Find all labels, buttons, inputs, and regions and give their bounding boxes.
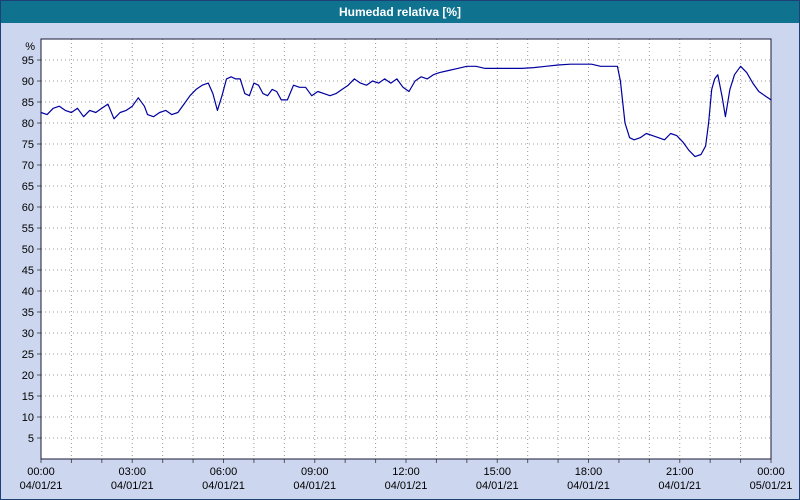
svg-text:06:00: 06:00 bbox=[210, 466, 238, 478]
svg-text:04/01/21: 04/01/21 bbox=[111, 480, 154, 492]
svg-text:15:00: 15:00 bbox=[483, 466, 511, 478]
svg-text:09:00: 09:00 bbox=[301, 466, 329, 478]
svg-text:5: 5 bbox=[28, 433, 34, 445]
svg-text:21:00: 21:00 bbox=[666, 466, 694, 478]
axis-ticks bbox=[37, 59, 772, 463]
y-axis-unit-label: % bbox=[25, 41, 35, 53]
svg-text:00:00: 00:00 bbox=[27, 466, 55, 478]
svg-text:04/01/21: 04/01/21 bbox=[385, 480, 428, 492]
svg-text:45: 45 bbox=[22, 265, 34, 277]
svg-text:20: 20 bbox=[22, 370, 34, 382]
svg-text:18:00: 18:00 bbox=[575, 466, 603, 478]
humidity-line-chart: % 5 10 15 20 25 30 35 40 45 50 55 60 65 70 75 80 85 90 95 00… bbox=[20, 38, 793, 492]
svg-text:60: 60 bbox=[22, 202, 34, 214]
svg-text:04/01/21: 04/01/21 bbox=[567, 480, 610, 492]
titlebar: Humedad relativa [%] bbox=[1, 1, 799, 23]
y-tick-labels: 5 10 15 20 25 30 35 40 45 50 55 60 65 70 75 80 85 90 95 bbox=[22, 55, 34, 445]
gridlines bbox=[41, 39, 771, 459]
svg-text:04/01/21: 04/01/21 bbox=[293, 480, 336, 492]
svg-text:04/01/21: 04/01/21 bbox=[658, 480, 701, 492]
svg-text:00:00: 00:00 bbox=[757, 466, 785, 478]
chart-area: % 5 10 15 20 25 30 35 40 45 50 55 60 65 70 75 80 85 90 95 00… bbox=[1, 23, 799, 499]
svg-text:25: 25 bbox=[22, 349, 34, 361]
svg-text:03:00: 03:00 bbox=[118, 466, 146, 478]
svg-text:40: 40 bbox=[22, 286, 34, 298]
svg-text:70: 70 bbox=[22, 160, 34, 172]
svg-text:15: 15 bbox=[22, 391, 34, 403]
svg-text:50: 50 bbox=[22, 244, 34, 256]
svg-text:04/01/21: 04/01/21 bbox=[20, 480, 63, 492]
svg-text:65: 65 bbox=[22, 181, 34, 193]
series-line-humedad-relativa bbox=[40, 63, 772, 158]
plot-border bbox=[40, 38, 772, 460]
svg-text:35: 35 bbox=[22, 307, 34, 319]
svg-text:12:00: 12:00 bbox=[392, 466, 420, 478]
svg-text:75: 75 bbox=[22, 139, 34, 151]
chart-title: Humedad relativa [%] bbox=[338, 5, 462, 19]
svg-text:05/01/21: 05/01/21 bbox=[750, 480, 793, 492]
svg-text:30: 30 bbox=[22, 328, 34, 340]
svg-text:85: 85 bbox=[22, 97, 34, 109]
svg-text:95: 95 bbox=[22, 55, 34, 67]
svg-text:90: 90 bbox=[22, 76, 34, 88]
svg-text:80: 80 bbox=[22, 118, 34, 130]
svg-text:04/01/21: 04/01/21 bbox=[476, 480, 519, 492]
svg-text:10: 10 bbox=[22, 412, 34, 424]
svg-text:04/01/21: 04/01/21 bbox=[202, 480, 245, 492]
x-tick-labels: 00:00 04/01/21 03:00 04/01/21 06:00 04/01/21 0… bbox=[20, 466, 793, 492]
svg-text:55: 55 bbox=[22, 223, 34, 235]
